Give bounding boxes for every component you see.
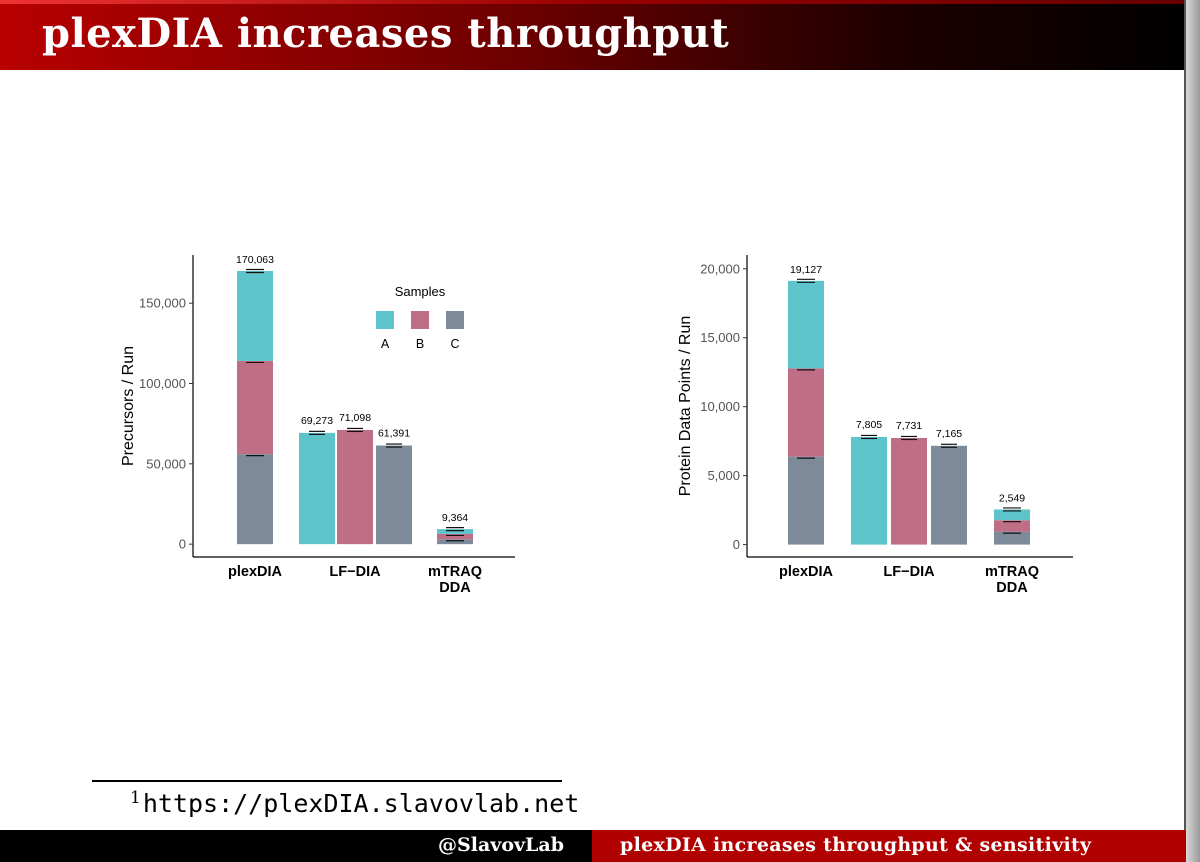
title-accent-line bbox=[0, 0, 1186, 4]
footnote-marker: 1 bbox=[130, 788, 141, 808]
footer-subtitle: plexDIA increases throughput & sensitivi… bbox=[620, 834, 1092, 856]
legend-label-c: C bbox=[450, 337, 459, 351]
window-scrollbar[interactable] bbox=[1186, 0, 1200, 862]
data-label: 61,391 bbox=[378, 428, 410, 440]
y-tick-label: 150,000 bbox=[139, 296, 186, 311]
y-tick-label: 0 bbox=[179, 537, 186, 552]
bar-segment-a bbox=[437, 529, 473, 534]
footnote-url[interactable]: https://plexDIA.slavovlab.net bbox=[142, 789, 580, 818]
footer-author: @SlavovLab bbox=[438, 834, 564, 856]
legend-label-a: A bbox=[381, 337, 390, 351]
bar-segment-c bbox=[437, 539, 473, 545]
bar-segment-b bbox=[994, 520, 1030, 532]
bar-segment-b bbox=[788, 368, 824, 457]
bar-segment-c bbox=[788, 456, 824, 545]
x-category-label-line: mTRAQ bbox=[985, 564, 1039, 580]
slide-title: plexDIA increases throughput bbox=[42, 10, 730, 57]
bar-lf-a bbox=[299, 432, 335, 545]
bar-segment-a bbox=[994, 509, 1030, 521]
bar-segment-c bbox=[994, 531, 1030, 545]
x-category-label-line: LF−DIA bbox=[883, 564, 935, 580]
x-category-label-line: plexDIA bbox=[779, 564, 834, 580]
x-category-label: LF−DIA bbox=[329, 564, 381, 580]
data-label: 19,127 bbox=[790, 264, 822, 276]
x-category-label-line: DDA bbox=[996, 580, 1028, 596]
y-axis-title: Protein Data Points / Run bbox=[677, 316, 694, 497]
x-category-label: mTRAQ DDA bbox=[428, 564, 482, 596]
bar-segment-a bbox=[237, 270, 273, 361]
bar-segment-a bbox=[788, 280, 824, 369]
legend-swatch-b bbox=[411, 311, 429, 329]
legend-title: Samples bbox=[395, 284, 446, 299]
title-bar: plexDIA increases throughput bbox=[0, 0, 1186, 70]
x-category-label: plexDIA bbox=[228, 564, 283, 580]
footnote: 1https://plexDIA.slavovlab.net bbox=[130, 788, 579, 818]
bar-lf-c bbox=[376, 445, 412, 545]
x-category-label-line: DDA bbox=[439, 580, 471, 596]
x-category-label: LF−DIA bbox=[883, 564, 935, 580]
data-label: 7,805 bbox=[856, 419, 882, 431]
y-tick-label: 5,000 bbox=[707, 468, 740, 483]
data-label: 7,165 bbox=[936, 428, 962, 440]
x-category-label: mTRAQ DDA bbox=[985, 564, 1039, 596]
data-label: 9,364 bbox=[442, 512, 468, 524]
data-label: 71,098 bbox=[339, 412, 371, 424]
y-axis-title: Precursors / Run bbox=[120, 346, 137, 466]
y-tick-label: 15,000 bbox=[700, 330, 740, 345]
bar-lf-b bbox=[337, 429, 373, 545]
y-tick-label: 100,000 bbox=[139, 376, 186, 391]
legend-swatch-a bbox=[376, 311, 394, 329]
legend-label-b: B bbox=[416, 337, 424, 351]
precursors-chart: 0 50,000 100,000 150,000 Precursors / Run 170… bbox=[120, 254, 515, 596]
y-tick-label: 0 bbox=[733, 537, 740, 552]
bar-lf-b bbox=[891, 437, 927, 545]
data-label: 2,549 bbox=[999, 492, 1025, 504]
window-edge-shadow bbox=[1184, 0, 1187, 862]
footnote-rule bbox=[92, 780, 562, 782]
x-category-label-line: plexDIA bbox=[228, 564, 283, 580]
x-category-label-line: mTRAQ bbox=[428, 564, 482, 580]
x-category-label: plexDIA bbox=[779, 564, 834, 580]
bar-lf-a bbox=[851, 436, 887, 545]
footer-left: @SlavovLab bbox=[0, 830, 592, 862]
data-label: 170,063 bbox=[236, 254, 274, 266]
bar-segment-c bbox=[237, 454, 273, 545]
data-label: 69,273 bbox=[301, 415, 333, 427]
x-category-label-line: LF−DIA bbox=[329, 564, 381, 580]
y-tick-label: 10,000 bbox=[700, 399, 740, 414]
footer-right: plexDIA increases throughput & sensitivi… bbox=[592, 830, 1186, 862]
legend-swatch-c bbox=[446, 311, 464, 329]
y-tick-label: 20,000 bbox=[700, 261, 740, 276]
bar-segment-b bbox=[437, 533, 473, 540]
protein-data-points-chart: 0 5,000 10,000 15,000 20,000 Protein Data Poi… bbox=[677, 255, 1073, 596]
data-label: 7,731 bbox=[896, 420, 922, 432]
bar-lf-c bbox=[931, 445, 967, 545]
y-tick-label: 50,000 bbox=[146, 456, 186, 471]
bar-segment-b bbox=[237, 360, 273, 455]
